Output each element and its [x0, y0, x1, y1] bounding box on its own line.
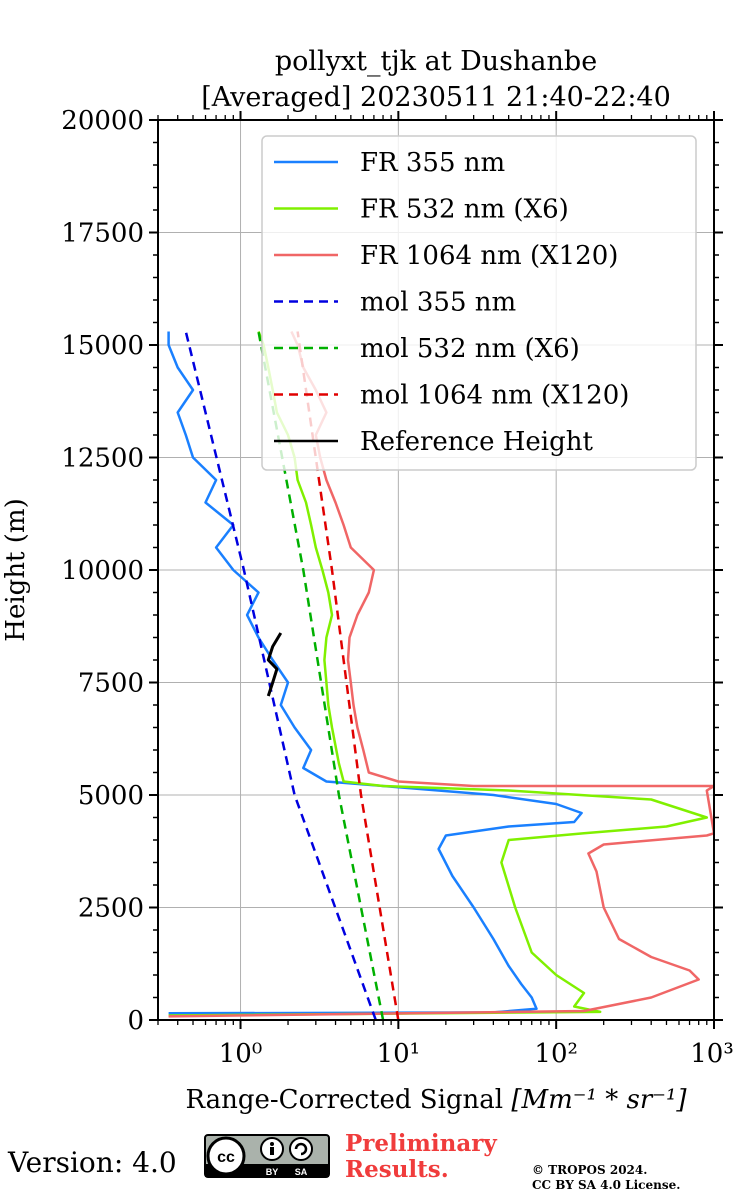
legend-entry: mol 355 nm — [360, 288, 516, 318]
x-tick-label: 10³ — [690, 1039, 734, 1069]
legend-entry: FR 1064 nm (X120) — [360, 241, 618, 271]
badge-sa-text: SA — [295, 1167, 308, 1177]
legend-entry: FR 355 nm — [360, 148, 505, 178]
legend-entry: mol 532 nm (X6) — [360, 334, 580, 364]
copyright-line-1: © TROPOS 2024. — [532, 1163, 648, 1177]
y-tick-label: 10000 — [61, 556, 144, 586]
y-tick-label: 20000 — [61, 106, 144, 136]
legend-entry: Reference Height — [360, 427, 594, 457]
x-tick-label: 10⁰ — [219, 1039, 263, 1069]
y-tick-label: 2500 — [78, 894, 144, 924]
x-tick-label: 10¹ — [377, 1039, 421, 1069]
series-line-fr-355-nm — [167, 331, 583, 1015]
x-tick-label: 10² — [534, 1039, 578, 1069]
y-tick-label: 12500 — [61, 444, 144, 474]
copyright-line-2: CC BY SA 4.0 License. — [532, 1178, 681, 1192]
y-tick-label: 7500 — [78, 669, 144, 699]
chart-title-line-2: [Averaged] 20230511 21:40-22:40 — [201, 82, 671, 113]
y-axis-label: Height (m) — [1, 498, 31, 641]
version-label: Version: 4.0 — [8, 1146, 177, 1179]
badge-by-text: BY — [266, 1167, 279, 1177]
legend-entry: FR 532 nm (X6) — [360, 195, 569, 225]
cc-license-badge: cc BY SA — [204, 1134, 330, 1178]
series-line-reference-height — [266, 632, 283, 697]
preliminary-line-2: Results. — [345, 1156, 449, 1183]
chart-legend: FR 355 nm FR 532 nm (X6) FR 1064 nm (X120)… — [261, 135, 697, 471]
svg-text:cc: cc — [217, 1149, 235, 1166]
y-tick-label: 15000 — [61, 331, 144, 361]
y-tick-label: 17500 — [61, 219, 144, 249]
legend-entry: mol 1064 nm (X120) — [360, 381, 629, 411]
x-axis-label: Range-Corrected Signal [Mm⁻¹ * sr⁻¹] — [185, 1085, 687, 1115]
preliminary-note: Preliminary Results. — [345, 1131, 497, 1183]
preliminary-line-1: Preliminary — [345, 1130, 497, 1157]
legend-box — [261, 135, 697, 471]
y-tick-label: 0 — [127, 1006, 144, 1036]
chart-title-line-1: pollyxt_tjk at Dushanbe — [275, 46, 597, 77]
copyright-note: © TROPOS 2024. CC BY SA 4.0 License. — [532, 1163, 680, 1193]
series-line-mol-355-nm — [184, 331, 377, 1020]
y-tick-label: 5000 — [78, 781, 144, 811]
